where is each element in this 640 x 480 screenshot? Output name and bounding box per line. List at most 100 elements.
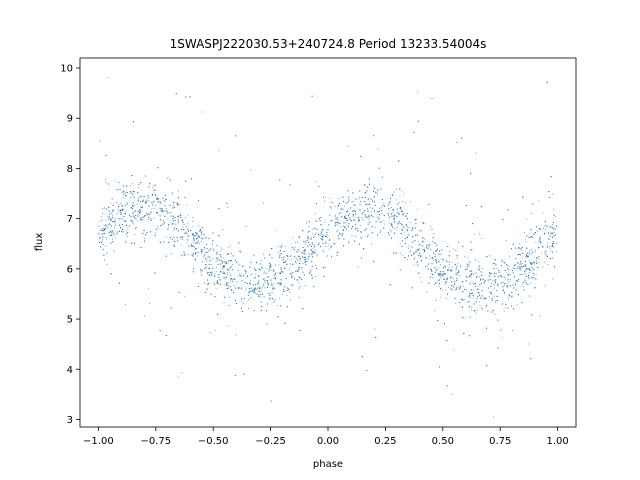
data-point [314,275,316,277]
data-point [269,262,271,264]
data-point [530,358,532,360]
data-point [420,256,422,258]
data-point [197,199,200,202]
data-point [469,274,471,276]
data-point [415,251,417,253]
data-point [387,232,390,234]
data-point [481,295,483,297]
data-point [187,228,189,231]
data-point [314,227,316,229]
data-point [535,260,537,262]
data-point [148,216,150,218]
data-point [227,325,229,327]
data-point [529,236,531,238]
data-point [433,232,435,235]
data-point [174,217,176,219]
data-point [102,243,104,246]
data-point [242,303,244,305]
data-point [381,199,383,201]
data-point [185,180,187,182]
data-point [172,215,174,217]
data-point [204,291,206,294]
data-point [418,244,420,247]
data-point [454,281,456,283]
data-point [149,213,151,215]
data-point [364,197,366,199]
data-point [339,212,342,214]
data-point [202,238,204,240]
data-point [281,244,283,246]
data-point [314,246,316,248]
data-point [187,235,189,237]
data-point [156,197,158,199]
data-point [371,226,373,228]
data-point [527,268,529,270]
data-point [334,215,337,217]
data-point [543,212,545,214]
data-point [336,223,338,225]
data-point [525,276,527,278]
data-point [506,271,508,273]
data-point [142,201,144,203]
data-point [417,91,419,93]
data-point [286,295,288,297]
data-point [121,205,123,207]
data-point [164,215,166,217]
data-point [254,283,257,286]
data-point [552,224,554,226]
data-point [145,202,147,204]
data-point [217,259,219,261]
data-point [477,289,479,291]
data-point [535,251,537,253]
data-point [226,202,228,204]
data-point [250,287,252,289]
data-point [282,262,285,264]
data-point [520,248,522,250]
data-point [501,265,503,267]
data-point [313,244,315,246]
data-point [533,233,535,235]
data-point [116,231,119,233]
data-point [307,235,309,237]
data-point [472,292,474,294]
data-point [540,242,542,244]
data-point [197,242,199,244]
data-point [277,252,280,254]
data-point [164,205,166,207]
data-point [283,289,285,291]
data-point [167,218,169,220]
data-point [167,227,169,229]
data-point [142,216,144,218]
data-point [521,246,523,248]
data-point [475,259,477,261]
data-point [234,374,236,376]
data-point [468,264,470,266]
data-point [250,297,252,299]
data-point [354,211,356,213]
data-point [314,213,316,215]
data-point [126,224,128,227]
data-point [399,243,401,245]
data-point [479,294,481,296]
data-point [240,298,242,300]
data-point [388,222,390,224]
data-point [511,295,513,297]
data-point [161,209,163,211]
data-point [218,235,220,237]
data-point [340,208,342,210]
data-point [155,228,157,230]
data-point [304,241,306,243]
data-point [340,233,342,235]
data-point [201,274,203,276]
data-point [119,211,121,213]
data-point [477,295,479,298]
data-point [528,278,530,280]
data-point [375,191,377,193]
data-point [275,272,277,274]
data-point [374,212,376,214]
data-point [308,253,310,255]
data-point [172,223,174,225]
data-point [478,276,480,278]
data-point [206,251,208,253]
data-point [505,303,507,305]
